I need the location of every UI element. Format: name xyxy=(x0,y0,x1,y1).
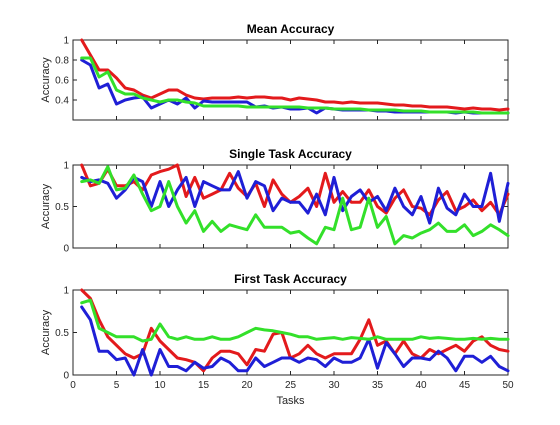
x-tick-label: 0 xyxy=(70,380,76,391)
y-tick-label: 0 xyxy=(63,371,69,382)
x-tick-label: 25 xyxy=(285,380,297,391)
subplot-2: Single Task Accuracy Accuracy 0 0.5 1 xyxy=(40,147,510,255)
y-tick-label: 1 xyxy=(63,286,69,297)
y-axis-label: Accuracy xyxy=(40,57,52,103)
y-tick-label: 0.4 xyxy=(55,96,69,107)
axes-box xyxy=(72,164,509,249)
chart-title: First Task Accuracy xyxy=(234,272,347,286)
y-tick-label: 0.8 xyxy=(55,56,69,67)
y-tick-label: 1 xyxy=(63,161,69,172)
x-tick-label: 5 xyxy=(114,380,120,391)
x-tick-label: 35 xyxy=(372,380,384,391)
series-line-1 xyxy=(80,38,510,112)
x-tick-label: 40 xyxy=(415,380,427,391)
chart-title: Mean Accuracy xyxy=(247,22,335,36)
y-tick-label: 1 xyxy=(63,36,69,47)
y-tick-label: 0.5 xyxy=(55,328,69,339)
x-tick-label: 10 xyxy=(154,380,166,391)
y-axis-label: Accuracy xyxy=(40,309,52,355)
chart-title: Single Task Accuracy xyxy=(229,147,352,161)
subplot-1: Mean Accuracy Accuracy 0.4 0.6 0.8 1 xyxy=(40,22,510,121)
x-tick-label: 30 xyxy=(328,380,340,391)
series-line-1 xyxy=(80,163,510,217)
y-tick-label: 0 xyxy=(63,244,69,255)
y-tick-label: 0.5 xyxy=(55,202,69,213)
y-tick-label: 0.6 xyxy=(55,76,69,87)
series-line-3 xyxy=(80,298,510,343)
series-line-3 xyxy=(80,56,510,115)
series-line-2 xyxy=(80,170,510,225)
x-tick-label: 20 xyxy=(241,380,253,391)
x-tick-label: 15 xyxy=(198,380,210,391)
x-tick-label: 45 xyxy=(459,380,471,391)
series-line-3 xyxy=(80,165,510,246)
x-tick-label: 50 xyxy=(502,380,514,391)
x-axis-label: Tasks xyxy=(276,395,305,407)
y-axis-label: Accuracy xyxy=(40,183,52,229)
series-line-2 xyxy=(80,305,510,377)
